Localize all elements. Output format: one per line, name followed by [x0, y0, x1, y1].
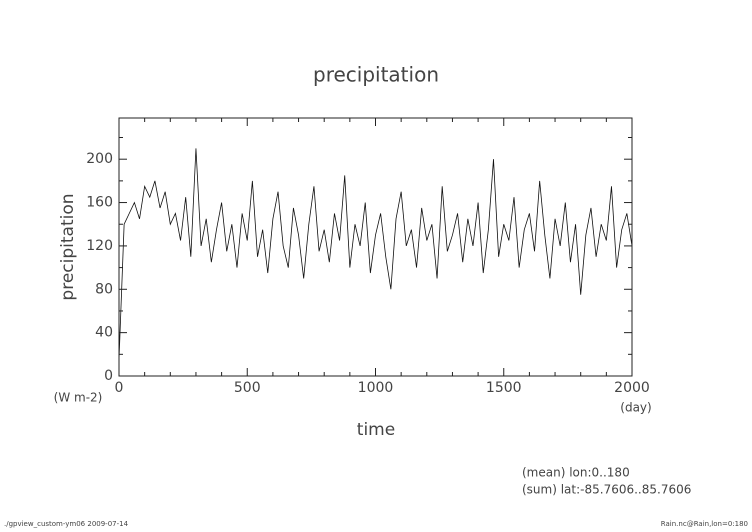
footer: Rain.nc@Rain,lon=0:180	[661, 520, 748, 528]
note: (sum) lat:-85.7606..85.7606	[522, 483, 691, 497]
x-tick-label: 1500	[486, 380, 522, 396]
data-line	[118, 148, 633, 360]
y-tick-label: 80	[95, 281, 113, 297]
y-tick-label: 120	[86, 238, 113, 254]
note: (mean) lon:0..180	[522, 466, 630, 480]
y-unit: (W m-2)	[54, 391, 103, 405]
footer: ./gpview_custom-ym06 2009-07-14	[4, 520, 129, 528]
y-tick-label: 160	[86, 195, 113, 211]
y-axis-label: precipitation	[58, 193, 78, 300]
x-tick-label: 2000	[614, 380, 650, 396]
x-tick-label: 500	[234, 380, 261, 396]
chart-title: precipitation	[313, 63, 439, 87]
x-unit: (day)	[620, 401, 651, 415]
y-tick-label: 0	[104, 368, 113, 384]
x-tick-label: 1000	[358, 380, 394, 396]
y-tick-label: 200	[86, 151, 113, 167]
x-tick-label: 0	[115, 380, 124, 396]
y-tick-label: 40	[95, 325, 113, 341]
x-axis-label: time	[357, 420, 395, 440]
